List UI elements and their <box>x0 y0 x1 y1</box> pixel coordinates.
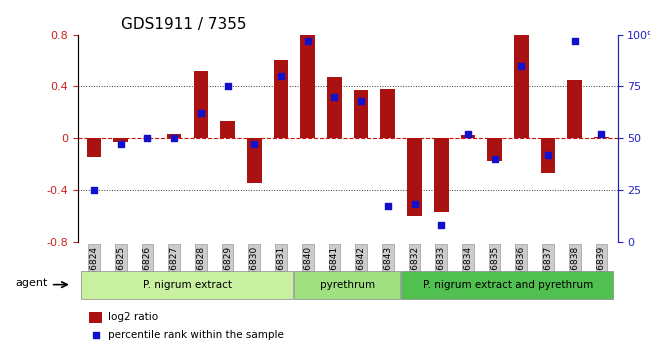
Text: GSM66832: GSM66832 <box>410 246 419 295</box>
Point <box>90 332 101 337</box>
Text: GSM66835: GSM66835 <box>490 246 499 295</box>
Text: GSM66833: GSM66833 <box>437 246 446 295</box>
Bar <box>567 80 582 138</box>
Text: GSM66830: GSM66830 <box>250 246 259 295</box>
Point <box>196 110 206 116</box>
Bar <box>86 138 101 157</box>
Point <box>302 38 313 43</box>
Text: GSM66831: GSM66831 <box>276 246 285 295</box>
Bar <box>514 34 528 138</box>
Point <box>543 152 553 157</box>
Bar <box>300 34 315 138</box>
FancyBboxPatch shape <box>401 271 614 298</box>
Text: GSM66826: GSM66826 <box>143 246 152 295</box>
Point <box>516 63 526 68</box>
Text: GSM66824: GSM66824 <box>90 246 99 295</box>
Point <box>329 94 339 99</box>
FancyBboxPatch shape <box>81 271 293 298</box>
Text: log2 ratio: log2 ratio <box>108 312 158 322</box>
Bar <box>380 89 395 138</box>
Bar <box>220 121 235 138</box>
Bar <box>407 138 422 216</box>
Bar <box>113 138 128 142</box>
Bar <box>194 71 208 138</box>
Text: GSM66837: GSM66837 <box>543 246 552 295</box>
Bar <box>274 60 289 138</box>
Bar <box>354 90 369 138</box>
Text: GSM66828: GSM66828 <box>196 246 205 295</box>
Point <box>276 73 286 79</box>
Bar <box>488 138 502 161</box>
Bar <box>327 77 342 138</box>
Point <box>410 201 420 207</box>
Point <box>222 83 233 89</box>
Bar <box>541 138 555 173</box>
Bar <box>434 138 448 212</box>
Point <box>89 187 99 193</box>
Text: P. nigrum extract: P. nigrum extract <box>143 280 232 289</box>
Text: P. nigrum extract and pyrethrum: P. nigrum extract and pyrethrum <box>423 280 593 289</box>
Point <box>169 135 179 141</box>
Text: GDS1911 / 7355: GDS1911 / 7355 <box>121 17 246 32</box>
Text: GSM66841: GSM66841 <box>330 246 339 295</box>
FancyBboxPatch shape <box>294 271 400 298</box>
Text: GSM66825: GSM66825 <box>116 246 125 295</box>
Bar <box>594 137 609 138</box>
Text: GSM66836: GSM66836 <box>517 246 526 295</box>
Point <box>569 38 580 43</box>
Point <box>383 204 393 209</box>
Bar <box>167 134 181 138</box>
Text: GSM66829: GSM66829 <box>223 246 232 295</box>
Text: GSM66839: GSM66839 <box>597 246 606 295</box>
Point <box>249 141 259 147</box>
Point <box>489 156 500 161</box>
Text: GSM66840: GSM66840 <box>303 246 312 295</box>
Point <box>356 98 367 104</box>
Bar <box>461 136 475 138</box>
Bar <box>247 138 261 183</box>
Text: GSM66827: GSM66827 <box>170 246 179 295</box>
Point <box>436 222 447 228</box>
Point <box>116 141 126 147</box>
Point <box>596 131 606 137</box>
Text: pyrethrum: pyrethrum <box>320 280 375 289</box>
Text: GSM66842: GSM66842 <box>357 246 365 295</box>
Text: agent: agent <box>15 278 47 288</box>
Bar <box>89 312 102 323</box>
Text: GSM66838: GSM66838 <box>570 246 579 295</box>
Text: percentile rank within the sample: percentile rank within the sample <box>108 330 283 339</box>
Text: GSM66843: GSM66843 <box>384 246 393 295</box>
Point <box>463 131 473 137</box>
Point <box>142 135 153 141</box>
Text: GSM66834: GSM66834 <box>463 246 473 295</box>
